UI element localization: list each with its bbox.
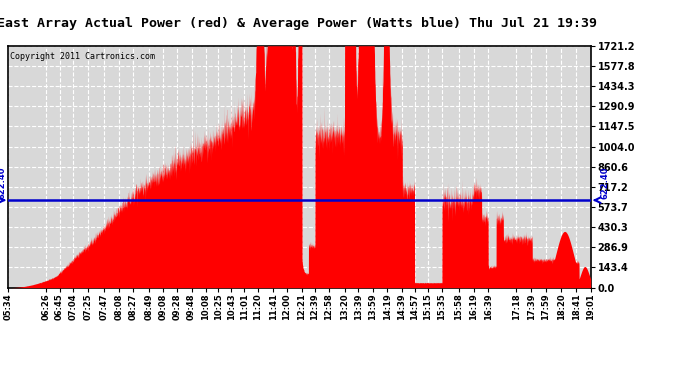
Text: Copyright 2011 Cartronics.com: Copyright 2011 Cartronics.com bbox=[10, 52, 155, 61]
Text: 622.40: 622.40 bbox=[0, 167, 7, 200]
Text: 622.40: 622.40 bbox=[601, 167, 610, 200]
Text: East Array Actual Power (red) & Average Power (Watts blue) Thu Jul 21 19:39: East Array Actual Power (red) & Average … bbox=[0, 17, 597, 30]
